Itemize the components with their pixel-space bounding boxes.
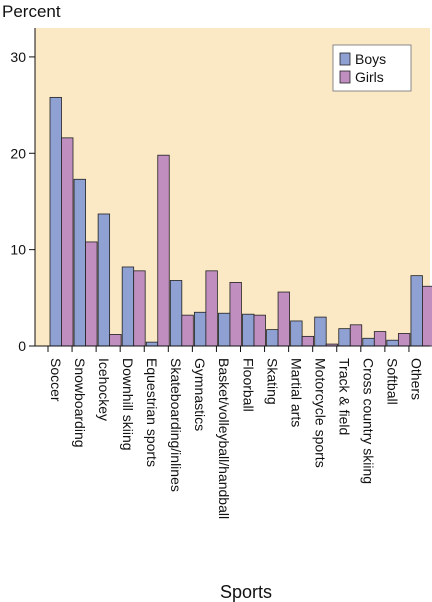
legend: Boys Girls bbox=[332, 44, 412, 92]
bar-girls-6 bbox=[205, 270, 218, 347]
bar-boys-7 bbox=[218, 312, 231, 347]
x-tick-label: Track & field bbox=[337, 358, 353, 435]
bar-boys-12 bbox=[338, 328, 351, 347]
x-tick-label: Equestrian sports bbox=[144, 358, 160, 467]
legend-swatch-girls bbox=[339, 70, 351, 84]
bar-boys-9 bbox=[266, 329, 279, 347]
y-axis: 0 10 20 30 bbox=[10, 49, 35, 354]
bars bbox=[49, 96, 432, 347]
bar-girls-1 bbox=[85, 241, 98, 347]
bar-girls-4 bbox=[157, 154, 170, 347]
x-axis-label: Sports bbox=[220, 582, 272, 602]
x-tick-labels: Soccer Snowboarding Icehockey Downhill skii… bbox=[47, 346, 425, 519]
bar-boys-11 bbox=[314, 316, 327, 347]
bar-boys-15 bbox=[410, 275, 423, 347]
y-tick-label: 10 bbox=[10, 242, 26, 258]
x-tick-label: Softball bbox=[385, 358, 401, 405]
bar-boys-0 bbox=[49, 96, 62, 347]
x-tick-label: Snowboarding bbox=[72, 358, 88, 448]
legend-swatch-boys bbox=[339, 52, 351, 66]
bar-girls-5 bbox=[181, 314, 194, 347]
x-tick-label: Martial arts bbox=[288, 358, 304, 427]
bar-boys-3 bbox=[121, 266, 135, 347]
bar-girls-3 bbox=[133, 270, 146, 347]
x-tick-label: Motorcycle sports bbox=[312, 358, 328, 468]
bar-boys-8 bbox=[242, 313, 255, 347]
x-tick-label: Gymnastics bbox=[192, 358, 208, 431]
legend-label-girls: Girls bbox=[355, 69, 384, 85]
bar-boys-13 bbox=[362, 337, 375, 347]
y-axis-label: Percent bbox=[2, 2, 61, 21]
x-tick-label: Basket/volleyball/handball bbox=[216, 358, 232, 519]
bar-boys-10 bbox=[290, 320, 303, 347]
bar-girls-14 bbox=[397, 333, 411, 347]
bar-girls-7 bbox=[229, 281, 242, 347]
x-tick-label: Floorball bbox=[240, 358, 256, 412]
bar-boys-14 bbox=[386, 339, 399, 347]
bar-boys-4 bbox=[145, 341, 159, 347]
bar-boys-2 bbox=[97, 213, 111, 347]
x-tick-label: Others bbox=[409, 358, 425, 400]
y-tick-label: 20 bbox=[10, 145, 26, 161]
x-tick-label: Downhill skiing bbox=[120, 358, 136, 451]
x-tick-label: Icehockey bbox=[96, 358, 112, 421]
bar-boys-6 bbox=[193, 311, 207, 347]
x-tick-label: Skating bbox=[264, 358, 280, 405]
legend-label-boys: Boys bbox=[355, 51, 386, 67]
bar-girls-9 bbox=[277, 291, 290, 347]
bar-girls-15 bbox=[422, 285, 432, 347]
bar-boys-1 bbox=[73, 178, 86, 347]
bar-girls-2 bbox=[109, 334, 122, 347]
bar-girls-13 bbox=[373, 331, 387, 347]
y-tick-label: 0 bbox=[18, 338, 26, 354]
bar-girls-8 bbox=[253, 314, 266, 347]
x-tick-label: Skateboarding/inlines bbox=[168, 358, 184, 492]
bar-girls-0 bbox=[61, 137, 74, 347]
x-tick-label: Cross country skiing bbox=[361, 358, 377, 484]
bar-girls-12 bbox=[349, 324, 363, 347]
bar-boys-5 bbox=[169, 280, 183, 347]
x-tick-label: Soccer bbox=[48, 358, 64, 402]
bar-girls-10 bbox=[301, 335, 315, 347]
y-tick-label: 30 bbox=[10, 49, 26, 65]
